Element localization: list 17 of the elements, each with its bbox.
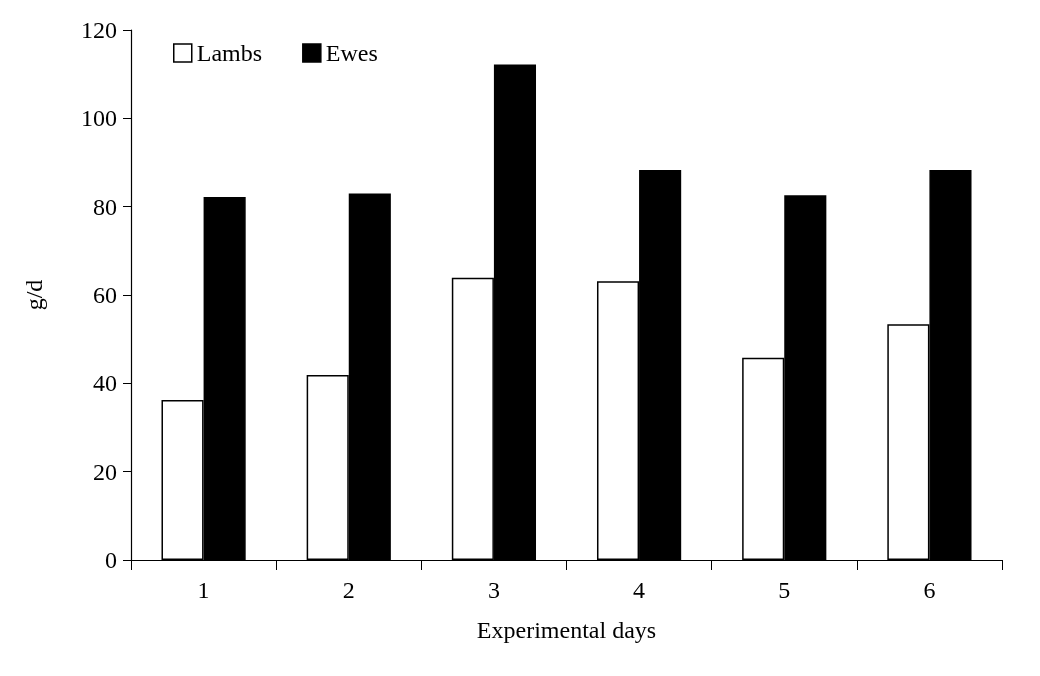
- x-tick-label: 1: [197, 577, 210, 603]
- y-tick-label: 100: [81, 105, 117, 132]
- y-axis-title: g/d: [21, 279, 47, 311]
- x-tick-label: 2: [342, 577, 355, 603]
- y-tick-label: 80: [93, 193, 117, 220]
- x-tick-label: 3: [487, 577, 500, 603]
- legend-label: Ewes: [325, 40, 378, 66]
- y-tick-label: 20: [93, 458, 117, 485]
- x-axis-title: Experimental days: [476, 617, 657, 643]
- x-tick-label: 5: [778, 577, 791, 603]
- y-tick-label: 120: [81, 17, 117, 43]
- y-tick-label: 40: [93, 370, 117, 397]
- x-tick-label: 4: [633, 577, 646, 603]
- legend-label: Lambs: [196, 40, 263, 66]
- x-tick-label: 6: [923, 577, 936, 603]
- y-tick-label: 0: [105, 547, 117, 573]
- y-tick-label: 60: [93, 282, 117, 308]
